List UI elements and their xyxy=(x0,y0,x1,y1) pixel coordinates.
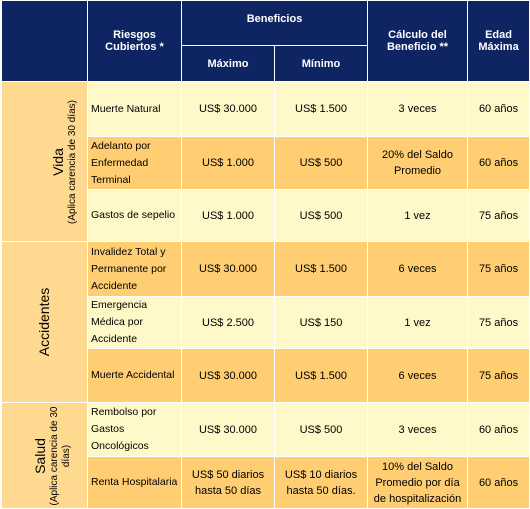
risk-cell: Adelanto por Enfermedad Terminal xyxy=(87,136,182,190)
minimo-cell: US$ 10 diarios hasta 50 días. xyxy=(273,456,369,509)
risk-cell: Muerte Natural xyxy=(87,81,182,137)
edad-cell: 60 años xyxy=(467,81,530,137)
header-minimo: Mínimo xyxy=(273,45,369,82)
minimo-cell: US$ 500 xyxy=(273,402,369,457)
header-corner xyxy=(1,0,88,82)
category-name: Vida xyxy=(49,147,66,176)
table-row: Gastos de sepelio US$ 1.000 US$ 500 1 ve… xyxy=(2,189,530,242)
header-calculo: Cálculo del Beneficio ** xyxy=(367,0,469,82)
header-riesgos: Riesgos Cubiertos * xyxy=(87,0,182,82)
edad-cell: 75 años xyxy=(467,296,530,349)
risk-cell: Renta Hospitalaria xyxy=(87,456,182,509)
table-row: Salud (Aplica carencia de 30 días) Rembol… xyxy=(1,402,530,509)
header-maximo: Máximo xyxy=(181,45,275,82)
maximo-cell: US$ 30.000 xyxy=(181,81,275,137)
header-beneficios: Beneficios xyxy=(180,0,369,46)
minimo-cell: US$ 1.500 xyxy=(273,241,369,297)
calculo-cell: 6 veces xyxy=(367,241,469,297)
category-accidentes: Accidentes xyxy=(1,241,88,403)
minimo-cell: US$ 500 xyxy=(273,136,369,190)
risk-cell: Invalidez Total y Permanente por Acciden… xyxy=(87,241,182,297)
edad-cell: 60 años xyxy=(467,402,530,457)
table-row: Emergencia Médica por Accidente US$ 2.50… xyxy=(2,296,530,349)
edad-cell: 75 años xyxy=(467,189,530,242)
calculo-cell: 3 veces xyxy=(367,402,469,457)
header-edad: Edad Máxima xyxy=(467,0,530,82)
maximo-cell: US$ 30.000 xyxy=(181,348,275,403)
calculo-cell: 20% del Saldo Promedio xyxy=(367,136,469,190)
table-row: Renta Hospitalaria US$ 50 diarios hasta … xyxy=(2,456,530,509)
risk-cell: Emergencia Médica por Accidente xyxy=(87,296,182,349)
minimo-cell: US$ 1.500 xyxy=(273,348,369,403)
edad-cell: 75 años xyxy=(467,241,530,297)
maximo-cell: US$ 50 diarios hasta 50 días xyxy=(181,456,275,509)
risk-cell: Gastos de sepelio xyxy=(87,189,182,242)
category-salud: Salud (Aplica carencia de 30 días) xyxy=(1,402,88,509)
table-row: Accidentes Invalidez Total y Permanente … xyxy=(1,241,530,403)
risk-cell: Muerte Accidental xyxy=(87,348,182,403)
category-name: Salud xyxy=(32,437,48,474)
maximo-cell: US$ 2.500 xyxy=(181,296,275,349)
category-note: (Aplica carencia de 30 días) xyxy=(66,99,78,224)
minimo-cell: US$ 500 xyxy=(273,189,369,242)
edad-cell: 60 años xyxy=(467,456,530,509)
maximo-cell: US$ 30.000 xyxy=(181,402,275,457)
maximo-cell: US$ 1.000 xyxy=(181,189,275,242)
calculo-cell: 3 veces xyxy=(367,81,469,137)
table-row: Muerte Accidental US$ 30.000 US$ 1.500 6… xyxy=(2,348,530,403)
table-row: Adelanto por Enfermedad Terminal US$ 1.0… xyxy=(2,136,530,190)
calculo-cell: 1 vez xyxy=(367,189,469,242)
category-name: Accidentes xyxy=(36,287,53,357)
risk-cell: Rembolso por Gastos Oncológicos xyxy=(87,402,182,457)
maximo-cell: US$ 30.000 xyxy=(181,241,275,297)
category-vida: Vida (Aplica carencia de 30 días) xyxy=(1,81,88,242)
minimo-cell: US$ 1.500 xyxy=(273,81,369,137)
edad-cell: 60 años xyxy=(467,136,530,190)
table-row: Vida (Aplica carencia de 30 días) Muerte … xyxy=(1,81,530,242)
edad-cell: 75 años xyxy=(467,348,530,403)
calculo-cell: 6 veces xyxy=(367,348,469,403)
category-note: (Aplica carencia de 30 días) xyxy=(49,406,72,505)
minimo-cell: US$ 150 xyxy=(273,296,369,349)
calculo-cell: 1 vez xyxy=(367,296,469,349)
maximo-cell: US$ 1.000 xyxy=(181,136,275,190)
calculo-cell: 10% del Saldo Promedio por día de hospit… xyxy=(367,456,469,509)
